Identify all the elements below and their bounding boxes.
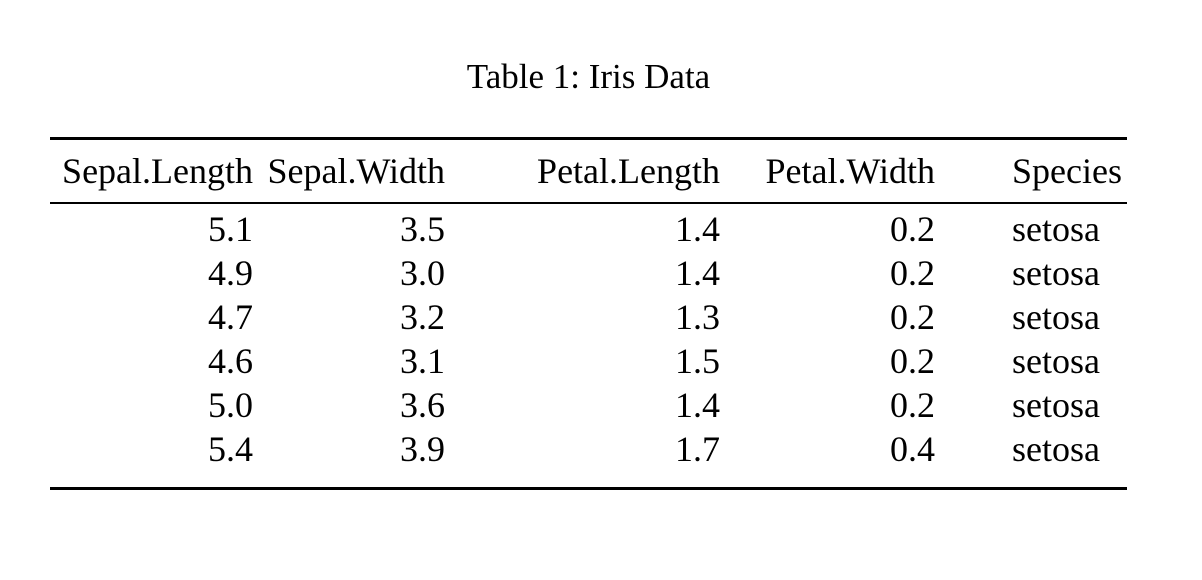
header-row: Sepal.Length Sepal.Width Petal.Length Pe… <box>50 138 1127 204</box>
cell-sepal-width: 3.6 <box>400 385 445 425</box>
cell-sepal-length: 5.0 <box>208 385 253 425</box>
cell-species: setosa <box>1012 297 1100 337</box>
cell-petal-length: 1.4 <box>675 253 720 293</box>
cell-petal-width: 0.2 <box>890 385 935 425</box>
cell-sepal-length: 5.4 <box>208 429 253 469</box>
cell-petal-length: 1.4 <box>675 385 720 425</box>
cell-petal-length: 1.5 <box>675 341 720 381</box>
cell-sepal-length: 4.7 <box>208 297 253 337</box>
cell-sepal-width: 3.0 <box>400 253 445 293</box>
iris-data-table: Sepal.Length Sepal.Width Petal.Length Pe… <box>50 137 1127 490</box>
cell-petal-width: 0.2 <box>890 341 935 381</box>
table-container: Sepal.Length Sepal.Width Petal.Length Pe… <box>50 137 1127 490</box>
cell-species: setosa <box>1012 429 1100 469</box>
cell-sepal-length: 4.6 <box>208 341 253 381</box>
cell-petal-length: 1.7 <box>675 429 720 469</box>
cell-sepal-width: 3.5 <box>400 209 445 249</box>
table-body: 5.1 3.5 1.4 0.2 setosa 4.9 3.0 1.4 0.2 s… <box>50 203 1127 489</box>
cell-petal-length: 1.4 <box>675 209 720 249</box>
cell-petal-width: 0.2 <box>890 209 935 249</box>
cell-petal-length: 1.3 <box>675 297 720 337</box>
cell-petal-width: 0.4 <box>890 429 935 469</box>
column-header-species: Species <box>935 138 1127 204</box>
cell-petal-width: 0.2 <box>890 253 935 293</box>
cell-petal-width: 0.2 <box>890 297 935 337</box>
table-row: 4.7 3.2 1.3 0.2 setosa <box>50 295 1127 339</box>
table-row: 5.1 3.5 1.4 0.2 setosa <box>50 203 1127 251</box>
table-row: 5.0 3.6 1.4 0.2 setosa <box>50 383 1127 427</box>
cell-sepal-width: 3.1 <box>400 341 445 381</box>
cell-sepal-length: 5.1 <box>208 209 253 249</box>
cell-species: setosa <box>1012 385 1100 425</box>
table-header: Sepal.Length Sepal.Width Petal.Length Pe… <box>50 138 1127 204</box>
table-row: 5.4 3.9 1.7 0.4 setosa <box>50 427 1127 489</box>
cell-species: setosa <box>1012 209 1100 249</box>
cell-sepal-width: 3.2 <box>400 297 445 337</box>
table-row: 4.9 3.0 1.4 0.2 setosa <box>50 251 1127 295</box>
column-header-petal-length: Petal.Length <box>445 138 720 204</box>
cell-species: setosa <box>1012 341 1100 381</box>
column-header-sepal-width: Sepal.Width <box>253 138 445 204</box>
table-row: 4.6 3.1 1.5 0.2 setosa <box>50 339 1127 383</box>
cell-species: setosa <box>1012 253 1100 293</box>
cell-sepal-width: 3.9 <box>400 429 445 469</box>
column-header-petal-width: Petal.Width <box>720 138 935 204</box>
table-caption: Table 1: Iris Data <box>466 57 711 96</box>
cell-sepal-length: 4.9 <box>208 253 253 293</box>
column-header-sepal-length: Sepal.Length <box>50 138 253 204</box>
